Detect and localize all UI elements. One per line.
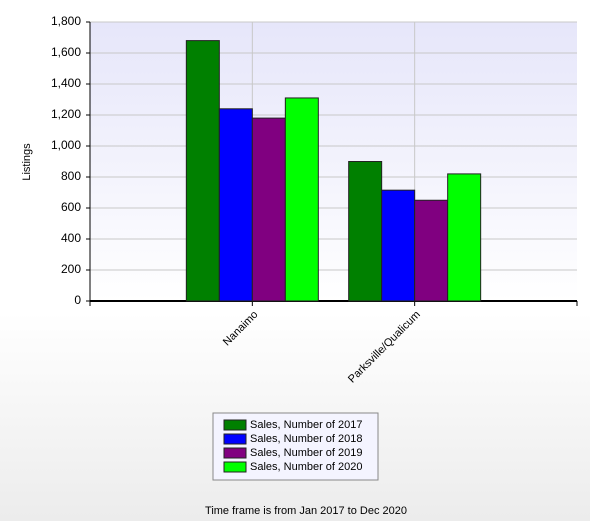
legend-swatch (223, 419, 247, 431)
y-tick-label: 200 (61, 262, 81, 276)
legend-label: Sales, Number of 2017 (250, 419, 363, 431)
legend-swatch (223, 433, 247, 445)
footnote: Time frame is from Jan 2017 to Dec 2020 (205, 505, 407, 517)
bar (218, 108, 253, 302)
bar (381, 189, 416, 302)
y-tick-label: 1,400 (51, 76, 81, 90)
legend-swatch (223, 461, 247, 473)
legend: Sales, Number of 2017 Sales, Number of 20… (212, 412, 379, 481)
bar (348, 161, 383, 302)
y-tick-label: 0 (74, 293, 81, 307)
legend-label: Sales, Number of 2019 (250, 447, 363, 459)
y-tick-label: 800 (61, 169, 81, 183)
legend-label: Sales, Number of 2018 (250, 433, 363, 445)
bar (251, 117, 286, 302)
y-tick-label: 600 (61, 200, 81, 214)
y-tick-label: 1,200 (51, 107, 81, 121)
bar (447, 173, 482, 302)
legend-label: Sales, Number of 2020 (250, 461, 363, 473)
bar (185, 40, 220, 302)
y-tick-label: 400 (61, 231, 81, 245)
y-tick-label: 1,800 (51, 14, 81, 28)
legend-swatch (223, 447, 247, 459)
y-tick-label: 1,600 (51, 45, 81, 59)
y-axis-label: Listings (21, 143, 33, 181)
bar (284, 97, 319, 302)
y-tick-label: 1,000 (51, 138, 81, 152)
plot-area (90, 22, 577, 301)
bar (414, 199, 449, 302)
